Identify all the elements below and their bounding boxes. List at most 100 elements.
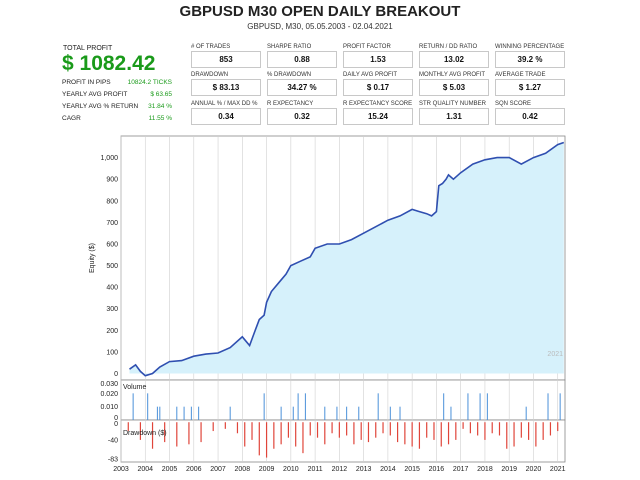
summary-row-label: PROFIT IN PIPS xyxy=(62,79,111,86)
metric-annual-maxdd: ANNUAL % / MAX DD % 0.34 xyxy=(191,101,261,125)
metric-monthly-avg-profit: MONTHLY AVG PROFIT $ 5.03 xyxy=(419,72,489,96)
equity-line xyxy=(129,141,565,377)
volume-y-tick-label: 0.010 xyxy=(100,404,118,411)
equity-y-tick-label: 800 xyxy=(106,198,118,205)
x-tick-label: 2003 xyxy=(113,466,129,473)
metric-value: 15.24 xyxy=(343,108,413,125)
x-tick-label: 2020 xyxy=(526,466,542,473)
metric-value: 34.27 % xyxy=(267,79,337,96)
drawdown-y-tick-label: -83 xyxy=(108,456,118,463)
x-tick-label: 2011 xyxy=(308,466,323,473)
equity-y-tick-label: 100 xyxy=(106,349,118,356)
metric-value: 1.31 xyxy=(419,108,489,125)
x-tick-label: 2009 xyxy=(259,466,275,473)
volume-pane-frame xyxy=(120,379,566,421)
metric-label: SHARPE RATIO xyxy=(267,44,312,50)
summary-row-value: 10824.2 TICKS xyxy=(127,79,172,86)
volume-y-tick-label: 0 xyxy=(114,415,118,422)
equity-y-tick-label: 600 xyxy=(106,241,118,248)
summary-row-cagr: CAGR 11.55 % xyxy=(62,115,172,122)
summary-row-value: 11.55 % xyxy=(148,115,172,122)
equity-axis-label: Equity ($) xyxy=(89,243,96,273)
equity-area xyxy=(129,142,564,376)
metric-daily-avg-profit: DAILY AVG PROFIT $ 0.17 xyxy=(343,72,413,96)
summary-row-label: YEARLY AVG % RETURN xyxy=(62,103,139,110)
metric-value: 1.53 xyxy=(343,51,413,68)
drawdown-pane-frame xyxy=(120,419,566,463)
metric-label: WINNING PERCENTAGE xyxy=(495,44,565,50)
equity-y-tick-label: 200 xyxy=(106,328,118,335)
total-profit-label: TOTAL PROFIT xyxy=(63,45,113,52)
x-tick-label: 2012 xyxy=(332,466,348,473)
equity-y-tick-label: 400 xyxy=(106,285,118,292)
x-tick-label: 2018 xyxy=(477,466,493,473)
equity-y-tick-label: 1,000 xyxy=(100,155,118,162)
metric-label: ANNUAL % / MAX DD % xyxy=(191,101,258,107)
volume-y-tick-label: 0.030 xyxy=(100,381,118,388)
metric-sharpe: SHARPE RATIO 0.88 xyxy=(267,44,337,68)
x-tick-label: 2005 xyxy=(162,466,178,473)
metric-value: $ 1.27 xyxy=(495,79,565,96)
metric-drawdown: DRAWDOWN $ 83.13 xyxy=(191,72,261,96)
volume-pane-label: Volume xyxy=(123,384,146,391)
x-tick-label: 2015 xyxy=(404,466,420,473)
metric-pct-drawdown: % DRAWDOWN 34.27 % xyxy=(267,72,337,96)
metric-label: DRAWDOWN xyxy=(191,72,229,78)
metric-trades: # OF TRADES 853 xyxy=(191,44,261,68)
x-tick-label: 2019 xyxy=(501,466,517,473)
metric-value: $ 0.17 xyxy=(343,79,413,96)
metric-average-trade: AVERAGE TRADE $ 1.27 xyxy=(495,72,565,96)
metric-value: 13.02 xyxy=(419,51,489,68)
metric-value: $ 83.13 xyxy=(191,79,261,96)
summary-row-label: YEARLY AVG PROFIT xyxy=(62,91,128,98)
x-tick-label: 2010 xyxy=(283,466,299,473)
metric-label: # OF TRADES xyxy=(191,44,231,50)
equity-y-tick-label: 0 xyxy=(114,371,118,378)
metric-value: 0.42 xyxy=(495,108,565,125)
metric-label: R EXPECTANCY SCORE xyxy=(343,101,413,107)
metric-r-expectancy-score: R EXPECTANCY SCORE 15.24 xyxy=(343,101,413,125)
metric-value: 39.2 % xyxy=(495,51,565,68)
equity-y-tick-label: 500 xyxy=(106,263,118,270)
metric-value: 0.34 xyxy=(191,108,261,125)
x-tick-label: 2007 xyxy=(210,466,226,473)
metric-label: AVERAGE TRADE xyxy=(495,72,546,78)
x-tick-label: 2004 xyxy=(137,466,153,473)
drawdown-pane-label: Drawdown ($) xyxy=(123,430,167,437)
drawdown-y-tick-label: -40 xyxy=(108,437,118,444)
metric-label: STR QUALITY NUMBER xyxy=(419,101,486,107)
x-tick-label: 2014 xyxy=(380,466,396,473)
volume-y-tick-label: 0.020 xyxy=(100,391,118,398)
metric-label: PROFIT FACTOR xyxy=(343,44,391,50)
equity-y-tick-label: 900 xyxy=(106,177,118,184)
x-tick-label: 2008 xyxy=(235,466,251,473)
equity-y-tick-label: 300 xyxy=(106,306,118,313)
drawdown-y-tick-label: 0 xyxy=(114,421,118,428)
metric-sqn-score: SQN SCORE 0.42 xyxy=(495,101,565,125)
summary-row-yearly-avg-profit: YEARLY AVG PROFIT $ 63.65 xyxy=(62,91,172,98)
year-watermark: 2021 xyxy=(547,351,563,358)
summary-row-profit-pips: PROFIT IN PIPS 10824.2 TICKS xyxy=(62,79,172,86)
metric-label: SQN SCORE xyxy=(495,101,532,107)
x-tick-label: 2006 xyxy=(186,466,202,473)
summary-row-value: $ 63.65 xyxy=(150,91,172,98)
page-subtitle: GBPUSD, M30, 05.05.2003 - 02.04.2021 xyxy=(247,22,393,31)
metric-value: 853 xyxy=(191,51,261,68)
page-title: GBPUSD M30 OPEN DAILY BREAKOUT xyxy=(179,3,461,20)
metric-label: DAILY AVG PROFIT xyxy=(343,72,398,78)
metric-winning-pct: WINNING PERCENTAGE 39.2 % xyxy=(495,44,565,68)
x-tick-label: 2013 xyxy=(356,466,372,473)
metric-label: RETURN / DD RATIO xyxy=(419,44,478,50)
x-tick-label: 2017 xyxy=(453,466,469,473)
metric-return-dd: RETURN / DD RATIO 13.02 xyxy=(419,44,489,68)
x-tick-label: 2016 xyxy=(429,466,445,473)
x-tick-label: 2021 xyxy=(550,466,566,473)
metric-r-expectancy: R EXPECTANCY 0.32 xyxy=(267,101,337,125)
metric-label: % DRAWDOWN xyxy=(267,72,312,78)
metric-value: 0.88 xyxy=(267,51,337,68)
metric-label: MONTHLY AVG PROFIT xyxy=(419,72,486,78)
metric-value: $ 5.03 xyxy=(419,79,489,96)
metric-label: R EXPECTANCY xyxy=(267,101,314,107)
summary-row-label: CAGR xyxy=(62,115,81,122)
